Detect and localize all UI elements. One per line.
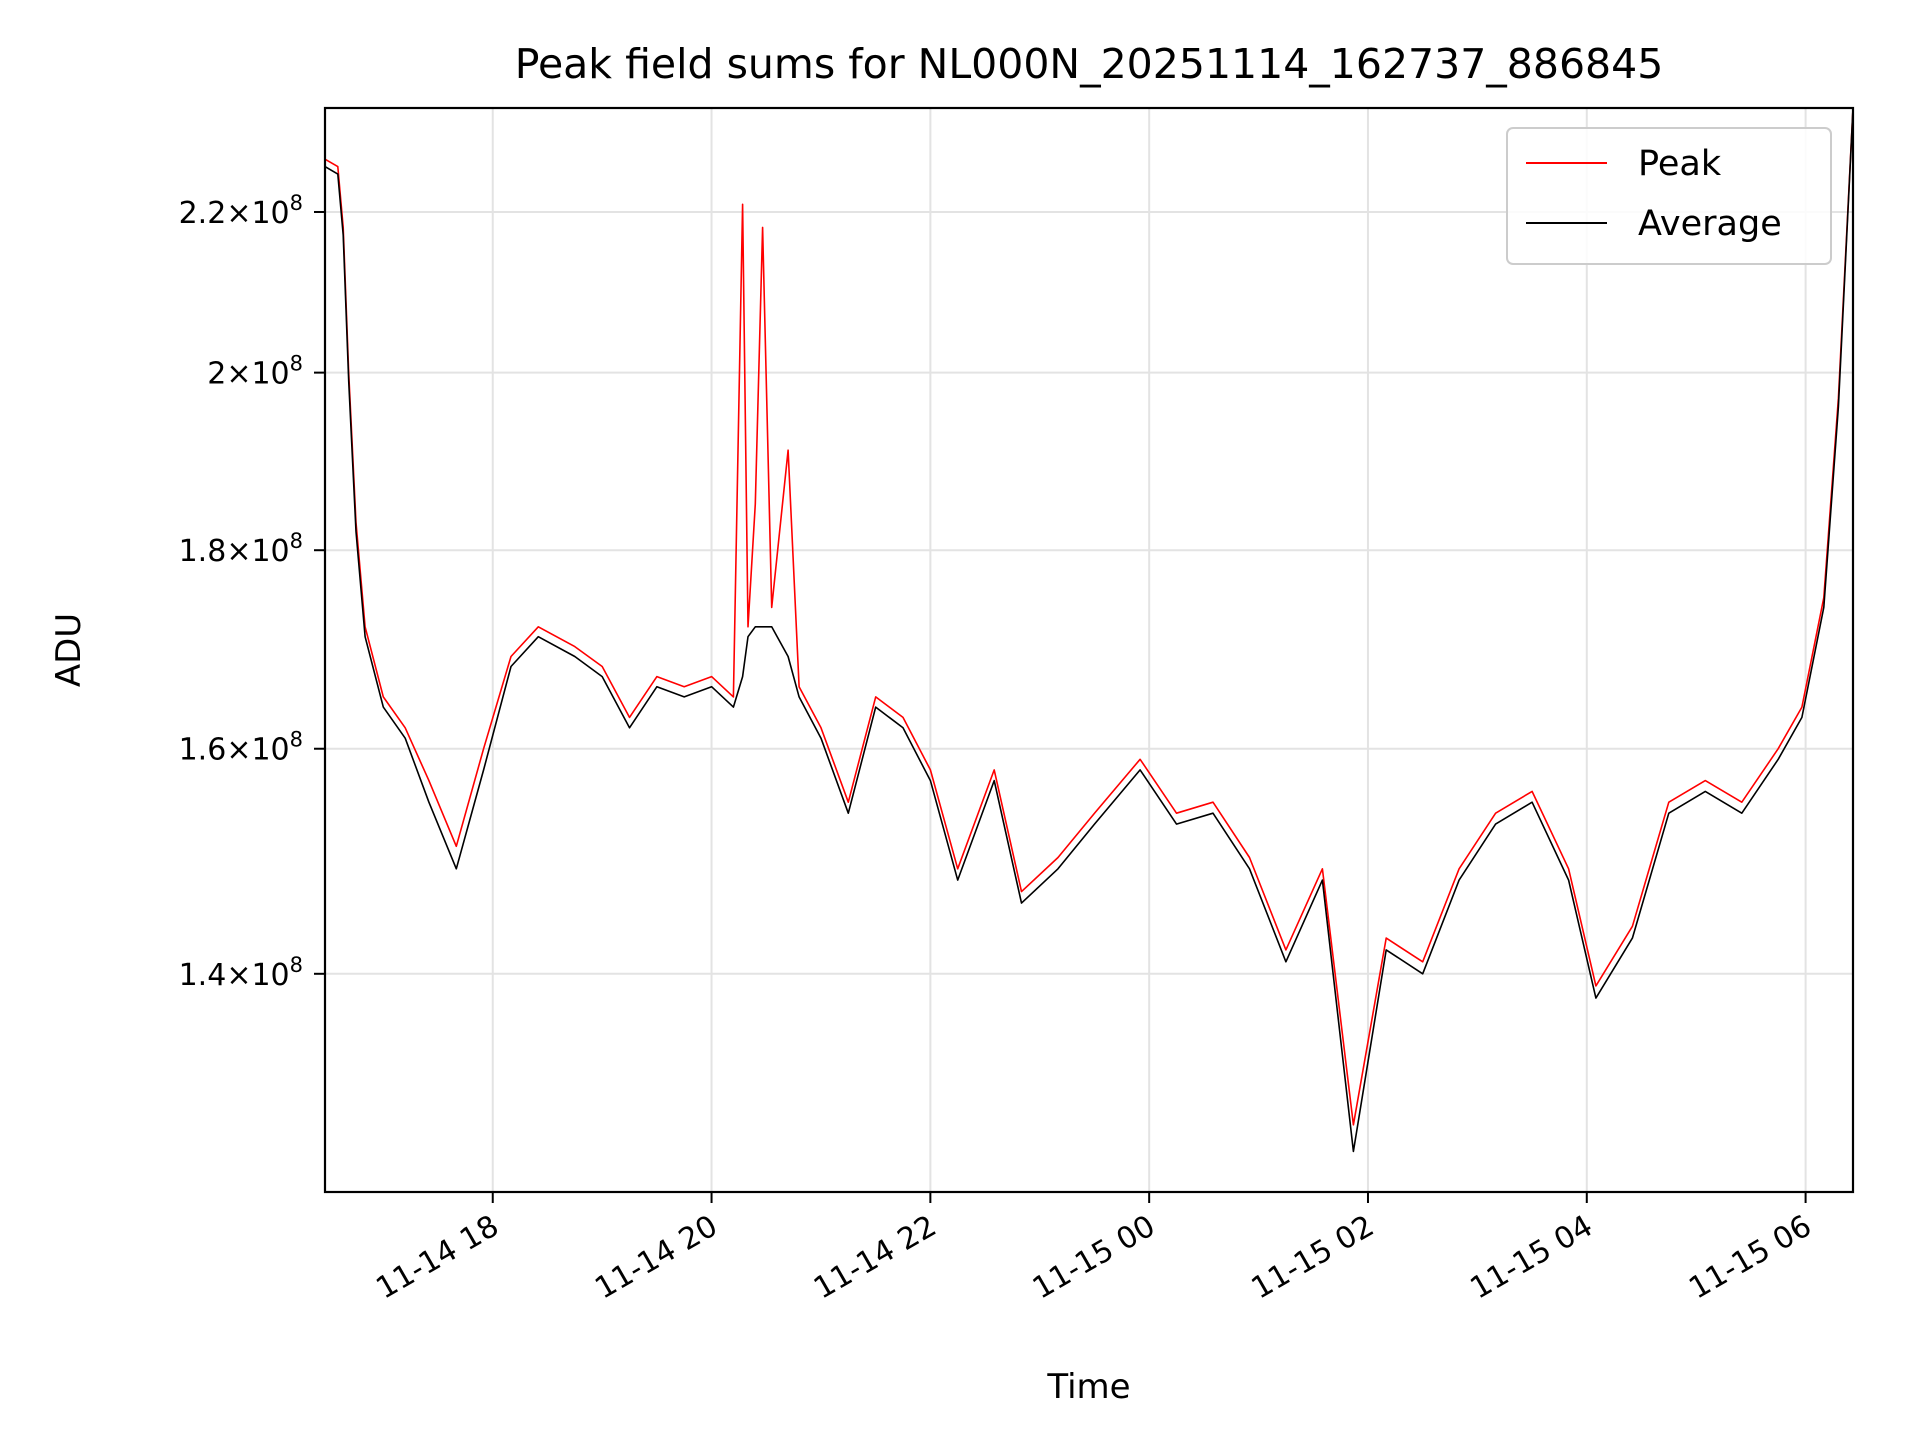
legend: Peak Average — [1506, 127, 1832, 265]
chart-title: Peak field sums for NL000N_20251114_1627… — [515, 40, 1664, 88]
y-tick-exponent: 8 — [290, 728, 303, 752]
series-layer — [325, 108, 1853, 1153]
y-tick-label: 1.8×108 — [179, 529, 303, 569]
y-tick-mantissa: 1.6 — [179, 733, 227, 768]
plot-frame — [323, 106, 1855, 1194]
y-tick-exponent: 8 — [290, 352, 303, 376]
y-tick-mantissa: 1.4 — [179, 958, 227, 993]
x-axis-label: Time — [1046, 1367, 1130, 1407]
y-tick-times-ten: ×10 — [226, 534, 289, 569]
legend-label-average: Average — [1638, 204, 1782, 244]
y-tick-times-ten: ×10 — [226, 733, 289, 768]
y-tick-mantissa: 2.2 — [179, 196, 227, 231]
y-tick-exponent: 8 — [290, 953, 303, 977]
y-tick-label: 1.6×108 — [179, 728, 303, 768]
y-tick-times-ten: ×10 — [226, 958, 289, 993]
y-tick-mantissa: 1.8 — [179, 534, 227, 569]
series-line-average — [325, 108, 1853, 1153]
y-axis-label: ADU — [49, 613, 89, 687]
y-tick-times-ten: ×10 — [226, 357, 289, 392]
series-line-peak — [325, 108, 1853, 1126]
y-tick-mantissa: 2 — [207, 357, 226, 392]
legend-label-peak: Peak — [1638, 144, 1722, 184]
grid — [325, 108, 1853, 1192]
y-tick-times-ten: ×10 — [226, 196, 289, 231]
y-tick-label: 1.4×108 — [179, 953, 303, 993]
y-tick-exponent: 8 — [290, 529, 303, 553]
y-tick-label: 2.2×108 — [179, 191, 303, 231]
y-tick-exponent: 8 — [290, 191, 303, 215]
y-tick-label: 2×108 — [207, 352, 303, 392]
